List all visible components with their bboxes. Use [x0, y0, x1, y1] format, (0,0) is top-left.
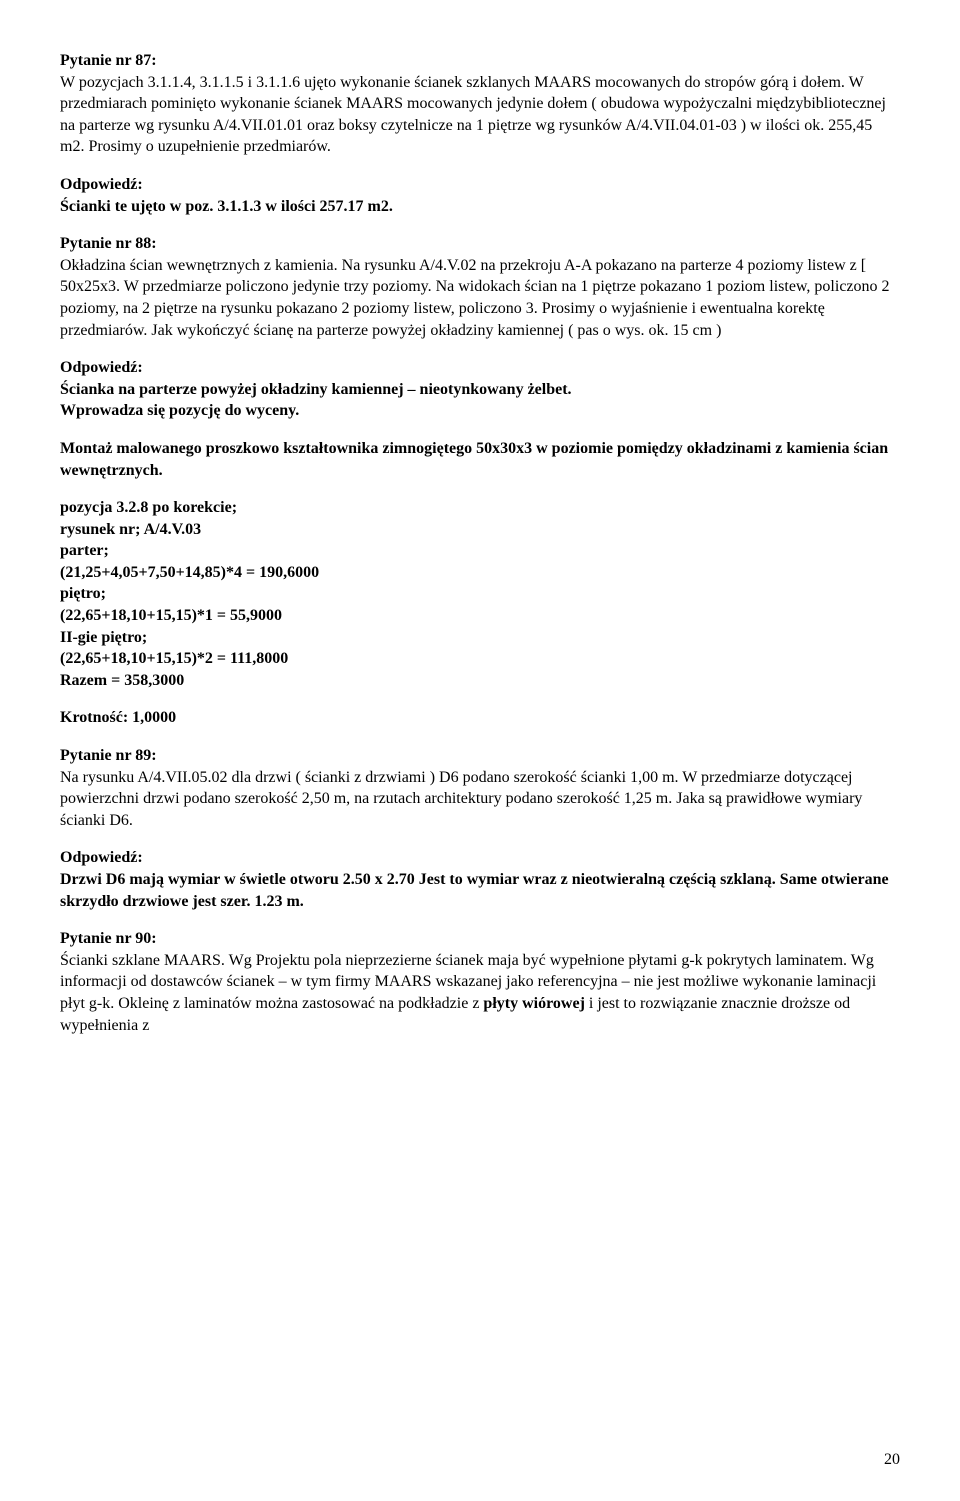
calc-line: (22,65+18,10+15,15)*1 = 55,9000 [60, 605, 900, 627]
answer-88-part1: Odpowiedź: Ścianka na parterze powyżej o… [60, 357, 900, 422]
calc-line: II-gie piętro; [60, 627, 900, 649]
answer-label: Odpowiedź: [60, 357, 900, 379]
question-87: Pytanie nr 87: W pozycjach 3.1.1.4, 3.1.… [60, 50, 900, 158]
answer-body: Drzwi D6 mają wymiar w świetle otworu 2.… [60, 869, 900, 912]
page-number: 20 [884, 1449, 900, 1471]
question-title: Pytanie nr 89: [60, 745, 900, 767]
answer-label: Odpowiedź: [60, 847, 900, 869]
calc-line: (22,65+18,10+15,15)*2 = 111,8000 [60, 648, 900, 670]
answer-line: Wprowadza się pozycję do wyceny. [60, 400, 900, 422]
question-89: Pytanie nr 89: Na rysunku A/4.VII.05.02 … [60, 745, 900, 831]
calc-line: Krotność: 1,0000 [60, 707, 900, 729]
calc-line: parter; [60, 540, 900, 562]
question-title: Pytanie nr 87: [60, 50, 900, 72]
question-body: W pozycjach 3.1.1.4, 3.1.1.5 i 3.1.1.6 u… [60, 72, 900, 158]
question-title: Pytanie nr 90: [60, 928, 900, 950]
question-body: Na rysunku A/4.VII.05.02 dla drzwi ( ści… [60, 767, 900, 832]
answer-87: Odpowiedź: Ścianki te ujęto w poz. 3.1.1… [60, 174, 900, 217]
body-bold: płyty wiórowej [483, 995, 584, 1012]
calc-line: Razem = 358,3000 [60, 670, 900, 692]
question-88: Pytanie nr 88: Okładzina ścian wewnętrzn… [60, 233, 900, 341]
question-90: Pytanie nr 90: Ścianki szklane MAARS. Wg… [60, 928, 900, 1036]
question-body: Okładzina ścian wewnętrznych z kamienia.… [60, 255, 900, 341]
calc-line: rysunek nr; A/4.V.03 [60, 519, 900, 541]
answer-88-part2: Montaż malowanego proszkowo kształtownik… [60, 438, 900, 481]
answer-line: Ścianka na parterze powyżej okładziny ka… [60, 379, 900, 401]
question-body: Ścianki szklane MAARS. Wg Projektu pola … [60, 950, 900, 1036]
question-title: Pytanie nr 88: [60, 233, 900, 255]
answer-88-calc2: Krotność: 1,0000 [60, 707, 900, 729]
calc-line: (21,25+4,05+7,50+14,85)*4 = 190,6000 [60, 562, 900, 584]
answer-label: Odpowiedź: [60, 174, 900, 196]
calc-line: pozycja 3.2.8 po korekcie; [60, 497, 900, 519]
calc-line: piętro; [60, 583, 900, 605]
answer-89: Odpowiedź: Drzwi D6 mają wymiar w świetl… [60, 847, 900, 912]
answer-body: Ścianki te ujęto w poz. 3.1.1.3 w ilości… [60, 196, 900, 218]
answer-line: Montaż malowanego proszkowo kształtownik… [60, 438, 900, 481]
answer-88-calc1: pozycja 3.2.8 po korekcie; rysunek nr; A… [60, 497, 900, 691]
